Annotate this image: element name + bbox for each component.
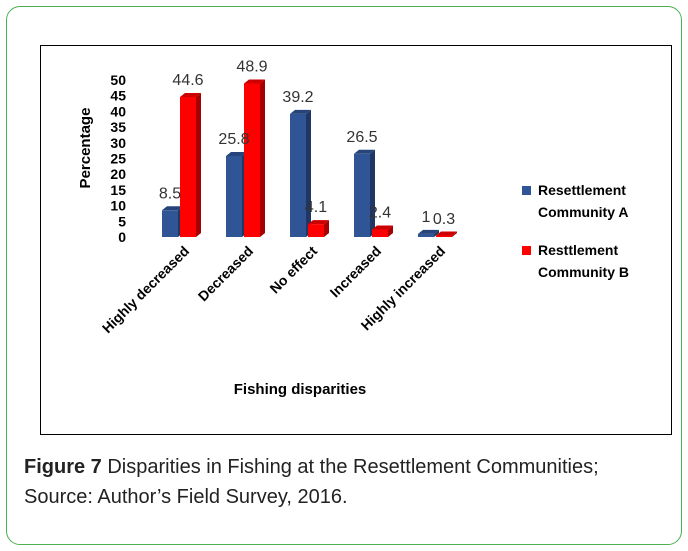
y-tick-label: 10 <box>110 198 126 214</box>
x-axis-label: Fishing disparities <box>234 381 367 398</box>
bar-side <box>388 225 393 237</box>
bar-top <box>354 149 375 154</box>
bar-top <box>162 206 183 211</box>
bar-front <box>244 83 260 237</box>
legend-swatch-a <box>522 186 531 195</box>
data-label: 4.1 <box>305 199 327 216</box>
data-label: 1 <box>422 209 431 226</box>
data-label: 26.5 <box>346 129 377 146</box>
bar-top <box>308 220 329 225</box>
bar-side <box>306 109 311 237</box>
bars <box>162 79 457 238</box>
bar-front <box>290 113 306 237</box>
y-tick-label: 20 <box>110 166 126 182</box>
x-tick-label: Decreased <box>195 243 256 304</box>
bar-top <box>372 225 393 230</box>
x-axis-tick-labels: Highly decreased Decreased No effect Increa… <box>99 243 448 337</box>
bar-front <box>418 233 434 237</box>
bar-side <box>324 220 329 237</box>
legend-label-a-line1: Resettlement <box>538 182 626 198</box>
y-axis-label: Percentage <box>77 108 94 189</box>
y-tick-label: 0 <box>118 229 126 245</box>
x-tick-label: Increased <box>327 243 385 301</box>
y-tick-label: 30 <box>110 135 126 151</box>
legend-swatch-b <box>522 246 531 255</box>
bar-top <box>244 79 265 84</box>
data-label: 25.8 <box>218 131 249 148</box>
bar-front <box>436 235 452 237</box>
bar-top <box>436 231 457 236</box>
data-labels: 8.5 44.6 25.8 48.9 39.2 4.1 26.5 2.4 1 0.3 <box>159 58 455 228</box>
legend-label-b-line1: Resttlement <box>538 242 618 258</box>
y-tick-label: 50 <box>110 72 126 88</box>
bar-front <box>308 224 324 237</box>
bar-side <box>260 79 265 237</box>
legend-label-a-line2: Community A <box>538 204 628 220</box>
figure-card <box>6 6 682 545</box>
bar-front <box>226 155 242 237</box>
data-label: 2.4 <box>369 204 391 221</box>
chart-frame <box>40 45 672 435</box>
y-tick-label: 45 <box>110 88 126 104</box>
bar-front <box>180 96 196 238</box>
y-tick-label: 35 <box>110 119 126 135</box>
bar-top <box>226 151 247 156</box>
bar-front <box>372 229 388 237</box>
bar-side <box>452 231 457 237</box>
figure-caption: Figure 7 Disparities in Fishing at the R… <box>24 452 644 512</box>
caption-label: Figure 7 <box>24 456 102 478</box>
bar-side <box>196 92 201 238</box>
caption-text: Disparities in Fishing at the Resettleme… <box>24 456 599 508</box>
bar-top <box>418 229 439 234</box>
x-tick-label: No effect <box>266 243 320 297</box>
y-tick-label: 5 <box>118 213 126 229</box>
legend-label-b-line2: Community B <box>538 264 629 280</box>
data-label: 8.5 <box>159 185 181 202</box>
y-tick-label: 40 <box>110 103 126 119</box>
bar-front <box>162 210 178 237</box>
bar-top <box>180 92 201 97</box>
legend: Resettlement Community A Resttlement Com… <box>522 182 629 280</box>
data-label: 39.2 <box>282 89 313 106</box>
data-label: 0.3 <box>433 211 455 228</box>
data-label: 44.6 <box>172 72 203 89</box>
bar-top <box>290 109 311 114</box>
data-label: 48.9 <box>236 58 267 75</box>
bar-side <box>434 229 439 237</box>
bar-front <box>354 153 370 237</box>
y-tick-label: 15 <box>110 182 126 198</box>
bar-side <box>370 149 375 237</box>
x-tick-label: Highly decreased <box>99 243 192 336</box>
y-tick-label: 25 <box>110 151 126 167</box>
